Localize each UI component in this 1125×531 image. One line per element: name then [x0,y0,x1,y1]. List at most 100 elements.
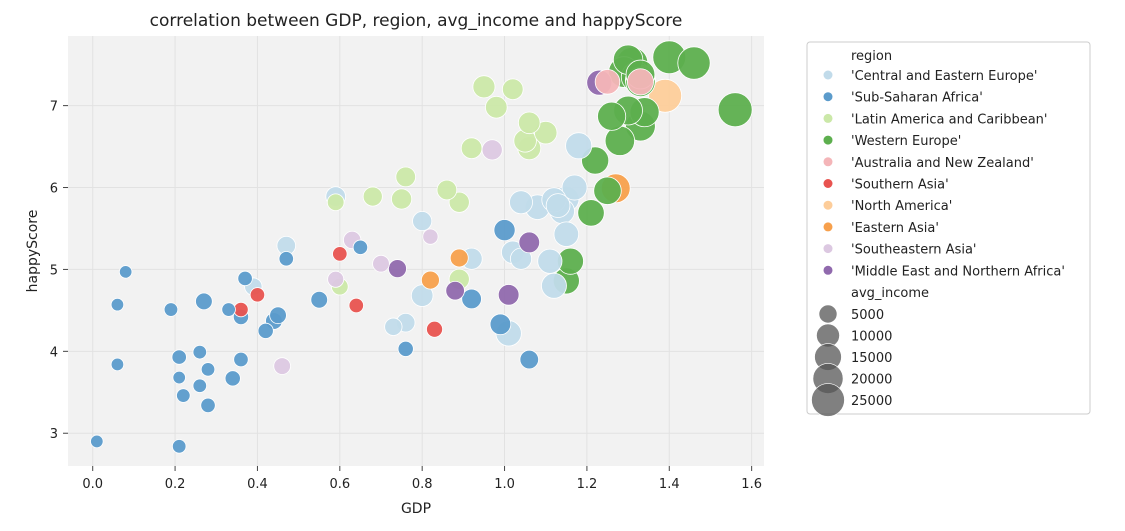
scatter-point [384,317,403,336]
legend-entry-label: 'Sub-Saharan Africa' [851,91,983,106]
scatter-point [445,281,465,301]
scatter-point [449,248,469,268]
legend-marker [823,265,833,275]
x-tick-label: 1.4 [659,477,680,492]
legend-entry-label: 'Middle East and Northern Africa' [851,264,1065,279]
legend-entry-label: 'Southeastern Asia' [851,243,977,258]
scatter-point [257,322,274,339]
y-tick-label: 3 [50,427,58,442]
scatter-point [221,302,236,317]
legend-entry-label: 'North America' [851,199,952,214]
scatter-point [192,378,207,393]
scatter-point [372,254,390,273]
scatter-point [233,351,249,368]
x-axis-label: GDP [401,501,431,517]
y-tick-label: 7 [50,100,58,115]
scatter-point [171,349,187,365]
legend-size-label: 20000 [851,373,892,388]
scatter-point [200,362,216,377]
scatter-point [362,186,383,207]
scatter-point [163,302,179,317]
legend-size-entries: 5000 10000 15000 20000 25000 [811,304,892,417]
scatter-point [118,265,133,279]
legend-size-title: avg_income [851,286,929,301]
scatter-point [233,301,249,318]
scatter-point [561,174,588,201]
x-tick-label: 1.6 [741,477,762,492]
scatter-point [593,176,622,205]
x-axis-ticks: 0.0 0.2 0.4 0.6 0.8 1.0 1.2 1.4 1.6 [82,466,762,492]
scatter-point [541,272,567,299]
scatter-point [110,297,125,312]
scatter-point [310,290,329,309]
scatter-point [326,193,345,212]
scatter-point [436,179,458,201]
scatter-point [489,313,512,336]
scatter-point [172,370,186,385]
scatter-point [397,340,414,357]
legend-hue-title: region [851,49,892,64]
scatter-point [485,96,508,119]
scatter-point [426,320,443,338]
legend-marker [823,200,833,210]
scatter-point [493,219,516,242]
legend-size-marker [811,383,845,417]
scatter-point [395,166,416,188]
scatter-point [352,239,369,255]
scatter-point [171,439,187,454]
scatter-point [237,270,253,287]
x-tick-label: 0.0 [82,477,103,492]
legend-marker [823,222,833,232]
scatter-point [597,101,627,131]
scatter-point [517,111,541,135]
legend-size-label: 5000 [851,308,884,323]
scatter-point [192,344,207,360]
scatter-point [461,288,482,310]
legend-size-label: 10000 [851,330,892,345]
x-tick-label: 1.0 [494,477,515,492]
scatter-point [348,297,364,314]
scatter-point [537,248,563,274]
legend-frame [806,41,1091,415]
scatter-point [626,68,654,96]
legend-entry-label: 'Latin America and Caribbean' [851,112,1048,127]
chart-title: correlation between GDP, region, avg_inc… [150,11,683,31]
scatter-point [249,287,266,303]
scatter-point [717,92,753,128]
legend-entry-label: 'Central and Eastern Europe' [851,69,1037,84]
scatter-point [269,306,287,325]
legend-marker [823,157,833,167]
scatter-point [195,292,213,311]
scatter-point [519,349,539,370]
legend-marker [823,179,833,188]
y-axis-label: happyScore [25,210,41,293]
legend-marker [823,244,833,254]
scatter-point [110,357,125,372]
scatter-point [677,46,711,80]
scatter-point [472,75,496,99]
legend-entry-label: 'Western Europe' [851,134,961,149]
scatter-point [553,221,580,247]
legend-entry-label: 'Southern Asia' [851,178,949,193]
y-tick-label: 5 [50,263,58,278]
scatter-point [502,78,524,101]
scatter-point [460,137,483,159]
y-tick-label: 6 [50,182,58,197]
scatter-point [518,231,541,254]
scatter-point [391,188,413,210]
x-tick-label: 0.4 [247,477,268,492]
x-tick-label: 0.6 [329,477,350,492]
scatter-point [497,284,520,306]
legend-size-label: 15000 [851,351,892,366]
y-tick-label: 4 [50,345,58,360]
x-tick-label: 0.8 [412,477,433,492]
x-tick-label: 0.2 [165,477,186,492]
scatter-point [327,270,345,288]
scatter-point [332,246,348,262]
y-axis-ticks: 3 4 5 6 7 [50,100,68,442]
scatter-point [565,132,593,160]
scatter-point [410,284,434,307]
scatter-point [545,193,571,218]
scatter-point [577,199,605,227]
